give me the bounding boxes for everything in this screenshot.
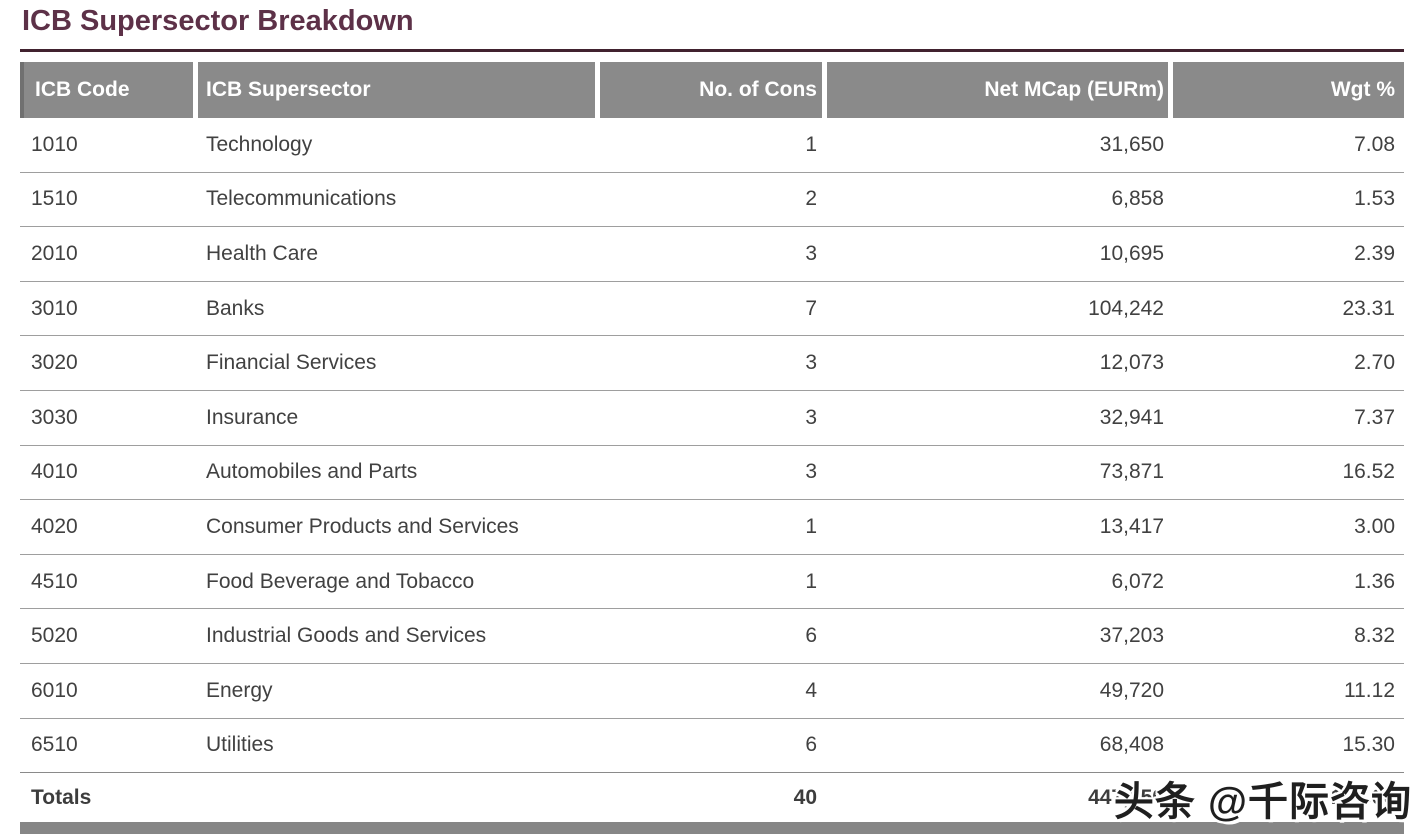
table-cell: 3030 — [31, 405, 78, 429]
table-cell: 104,242 — [1088, 296, 1164, 320]
table-row: 4510 Food Beverage and Tobacco 1 6,072 1.36 — [20, 555, 1404, 610]
column-header-net-mcap: Net MCap (EURm) — [827, 62, 1168, 118]
toutiao-watermark: 头条 @千际咨询 — [1113, 780, 1412, 824]
table-cell: 3020 — [31, 351, 78, 375]
table-row: 4020 Consumer Products and Services 1 13,41… — [20, 500, 1404, 555]
column-header-icb-supersector: ICB Supersector — [198, 62, 595, 118]
table-row: 2010 Health Care 3 10,695 2.39 — [20, 227, 1404, 282]
table-cell: Banks — [206, 296, 265, 320]
table-row: 6510 Utilities 6 68,408 15.30 — [20, 719, 1404, 774]
table-bottom-bar — [20, 822, 1404, 835]
totals-net-mcap-value: 447,150 — [1088, 785, 1164, 809]
table-cell: 23.31 — [1342, 296, 1395, 320]
table-cell: 16.52 — [1342, 460, 1395, 484]
table-cell: 3.00 — [1354, 514, 1395, 538]
icb-supersector-table: ICB Code ICB Supersector No. of Cons Net… — [20, 62, 1404, 835]
totals-cons-value: 40 — [793, 785, 817, 809]
table-cell: 1.36 — [1354, 569, 1395, 593]
table-cell: 37,203 — [1099, 624, 1164, 648]
table-cell: Telecommunications — [206, 187, 397, 211]
table-row: 3020 Financial Services 3 12,073 2.70 — [20, 336, 1404, 391]
table-cell: 6,858 — [1111, 187, 1164, 211]
table-cell: 2 — [805, 187, 817, 211]
table-cell: 1 — [805, 132, 817, 156]
table-cell: Insurance — [206, 405, 299, 429]
totals-wgt-pct-value: 100.00 — [1330, 785, 1395, 809]
title-rule — [20, 49, 1404, 52]
table-cell: 3 — [805, 241, 817, 265]
table-header-row: ICB Code ICB Supersector No. of Cons Net… — [20, 62, 1404, 118]
table-cell: Financial Services — [206, 351, 377, 375]
table-cell: 7.37 — [1354, 405, 1395, 429]
table-cell: 3 — [805, 351, 817, 375]
table-cell: 3 — [805, 460, 817, 484]
table-row: 1510 Telecommunications 2 6,858 1.53 — [20, 173, 1404, 228]
table-cell: 3010 — [31, 296, 78, 320]
totals-row: Totals 40 447,150 100.00 — [20, 773, 1404, 822]
column-header-no-of-cons: No. of Cons — [600, 62, 822, 118]
table-cell: 11.12 — [1344, 678, 1395, 702]
table-cell: Automobiles and Parts — [206, 460, 418, 484]
table-cell: Technology — [206, 132, 313, 156]
table-cell: 2010 — [31, 241, 78, 265]
table-cell: 31,650 — [1099, 132, 1164, 156]
table-cell: 1.53 — [1354, 187, 1395, 211]
table-row: 3010 Banks 7 104,242 23.31 — [20, 282, 1404, 337]
table-cell: 4510 — [31, 569, 78, 593]
table-row: 3030 Insurance 3 32,941 7.37 — [20, 391, 1404, 446]
column-header-icb-code: ICB Code — [20, 62, 193, 118]
table-cell: Utilities — [206, 733, 274, 757]
table-cell: 2.70 — [1354, 351, 1395, 375]
totals-section: Totals 40 447,150 100.00 — [20, 773, 1404, 822]
table-cell: 10,695 — [1099, 241, 1164, 265]
table-cell: 13,417 — [1099, 514, 1164, 538]
table-cell: 68,408 — [1099, 733, 1164, 757]
table-cell: 4 — [805, 678, 817, 702]
table-cell: 3 — [805, 405, 817, 429]
table-cell: Industrial Goods and Services — [206, 624, 487, 648]
table-cell: 7 — [805, 296, 817, 320]
table-cell: 6010 — [31, 678, 78, 702]
table-cell: Consumer Products and Services — [206, 514, 519, 538]
table-cell: 49,720 — [1099, 678, 1164, 702]
table-cell: Energy — [206, 678, 273, 702]
table-cell: 6 — [805, 624, 817, 648]
table-cell: 1510 — [31, 187, 78, 211]
table-row: 5020 Industrial Goods and Services 6 37,203… — [20, 609, 1404, 664]
table-cell: 1 — [805, 569, 817, 593]
table-cell: 1010 — [31, 132, 78, 156]
table-cell: 73,871 — [1099, 460, 1164, 484]
table-cell: 6 — [805, 733, 817, 757]
table-cell: 1 — [805, 514, 817, 538]
table-cell: 32,941 — [1099, 405, 1164, 429]
totals-label: Totals — [31, 785, 92, 809]
table-cell: Health Care — [206, 241, 319, 265]
page-title: ICB Supersector Breakdown — [22, 5, 414, 37]
table-cell: 2.39 — [1354, 241, 1395, 265]
table-cell: 15.30 — [1342, 733, 1395, 757]
table-row: 1010 Technology 1 31,650 7.08 — [20, 118, 1404, 173]
table-cell: 8.32 — [1354, 624, 1395, 648]
table-cell: 5020 — [31, 624, 78, 648]
table-row: 4010 Automobiles and Parts 3 73,871 16.52 — [20, 446, 1404, 501]
table-body: 1010 Technology 1 31,650 7.08 1510 Telecommuni… — [20, 118, 1404, 774]
table-cell: 6,072 — [1111, 569, 1164, 593]
table-cell: 12,073 — [1099, 351, 1164, 375]
table-row: 6010 Energy 4 49,720 11.12 — [20, 664, 1404, 719]
table-cell: 4020 — [31, 514, 78, 538]
column-header-wgt-pct: Wgt % — [1173, 62, 1404, 118]
table-cell: 6510 — [31, 733, 78, 757]
table-cell: 7.08 — [1354, 132, 1395, 156]
table-cell: Food Beverage and Tobacco — [206, 569, 475, 593]
table-cell: 4010 — [31, 460, 78, 484]
